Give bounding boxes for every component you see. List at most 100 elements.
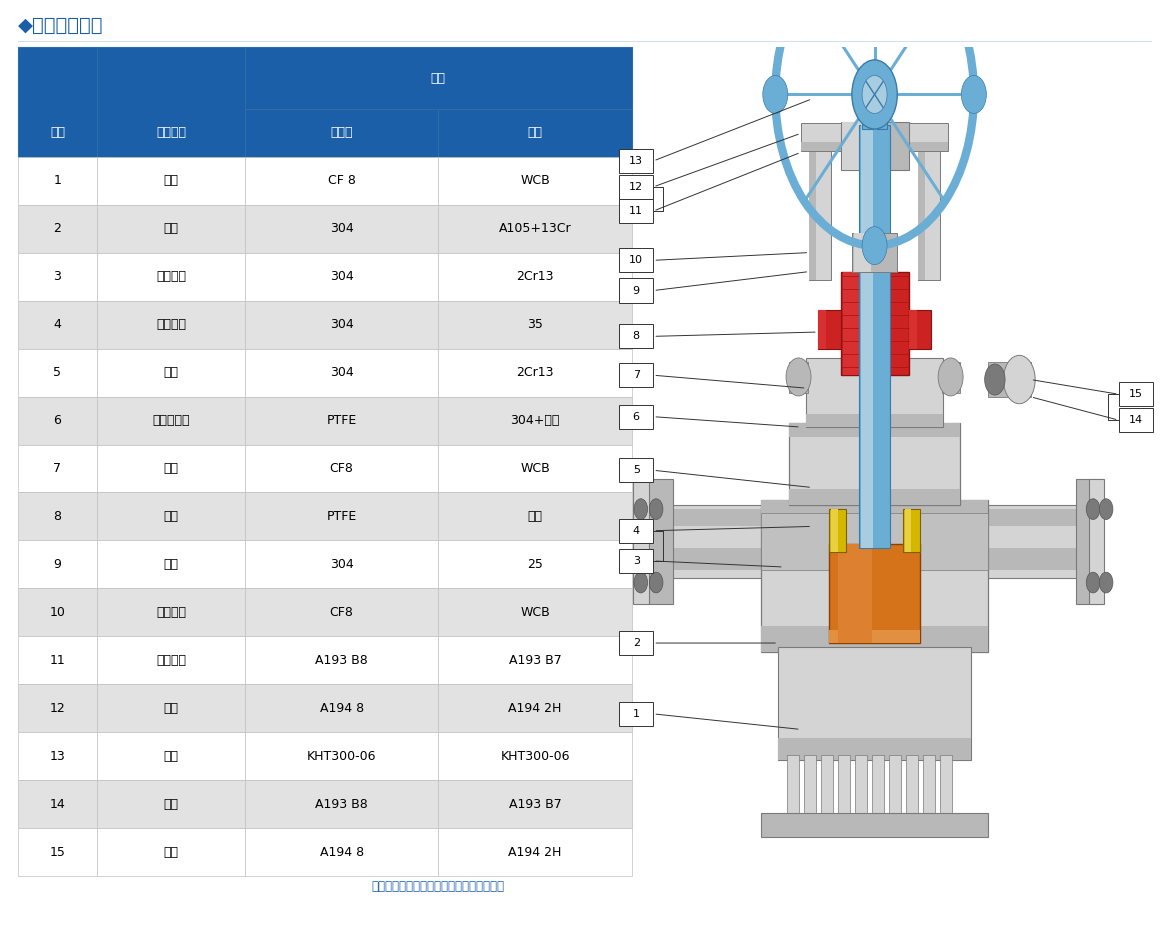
Bar <box>790 362 807 393</box>
Bar <box>838 544 872 643</box>
Bar <box>18 47 97 157</box>
Bar <box>439 732 632 780</box>
Text: 止退嵌圈: 止退嵌圈 <box>156 318 186 331</box>
Text: 14: 14 <box>1129 415 1143 425</box>
Bar <box>786 755 799 820</box>
Bar <box>665 509 778 527</box>
Bar <box>619 458 653 483</box>
Bar <box>619 279 653 302</box>
Bar <box>665 548 778 570</box>
Bar <box>439 300 632 348</box>
Text: 304: 304 <box>330 318 353 331</box>
Bar <box>909 311 917 349</box>
Bar <box>842 122 865 170</box>
Text: WCB: WCB <box>521 606 550 619</box>
Text: 7: 7 <box>54 462 62 475</box>
Bar <box>97 732 245 780</box>
Text: 9: 9 <box>633 285 640 296</box>
Text: 螺母: 螺母 <box>164 846 179 859</box>
Bar <box>619 199 653 223</box>
Text: 零件名称: 零件名称 <box>156 127 186 139</box>
Bar <box>18 348 97 396</box>
Circle shape <box>649 572 663 593</box>
Text: 1: 1 <box>633 709 640 719</box>
Text: KHT300-06: KHT300-06 <box>501 750 570 762</box>
Text: 活节螺栓: 活节螺栓 <box>156 654 186 667</box>
Text: 304: 304 <box>330 270 353 283</box>
Bar <box>806 358 943 427</box>
Bar <box>762 813 987 838</box>
Bar <box>18 492 97 541</box>
Bar <box>830 509 846 552</box>
Bar <box>245 492 439 541</box>
Text: 8: 8 <box>54 510 62 523</box>
Bar <box>245 828 439 876</box>
Text: A194 8: A194 8 <box>319 846 364 859</box>
Bar <box>18 253 97 300</box>
Text: 304: 304 <box>330 223 353 235</box>
Bar <box>665 505 778 578</box>
Bar <box>903 509 920 552</box>
Text: 阀瓣: 阀瓣 <box>164 223 179 235</box>
Text: 5: 5 <box>633 465 640 475</box>
Bar <box>971 509 1096 527</box>
Bar <box>18 828 97 876</box>
Text: 11: 11 <box>49 654 66 667</box>
Bar <box>97 205 245 253</box>
Text: PTFE: PTFE <box>326 510 357 523</box>
Text: 4: 4 <box>54 318 61 331</box>
Bar <box>818 311 826 349</box>
Bar <box>18 205 97 253</box>
Bar <box>762 500 987 652</box>
Text: 2Cr13: 2Cr13 <box>516 270 553 283</box>
Bar <box>245 541 439 589</box>
Text: WCB: WCB <box>521 174 550 187</box>
Text: 2: 2 <box>54 223 61 235</box>
Bar <box>18 589 97 637</box>
Bar <box>800 142 949 150</box>
Text: 螺母: 螺母 <box>164 701 179 715</box>
Circle shape <box>634 572 648 593</box>
Bar <box>18 541 97 589</box>
Bar <box>439 205 632 253</box>
Bar <box>942 362 959 393</box>
Text: 销轴: 销轴 <box>164 558 179 571</box>
Text: 5: 5 <box>54 366 62 379</box>
Bar <box>619 631 653 655</box>
Bar <box>844 271 866 376</box>
Bar <box>245 732 439 780</box>
Text: 2: 2 <box>633 638 640 648</box>
Bar <box>909 311 931 349</box>
Text: 阀盖: 阀盖 <box>164 462 179 475</box>
Bar <box>778 647 971 760</box>
Bar <box>810 142 817 280</box>
Circle shape <box>852 60 897 129</box>
Bar <box>439 444 632 492</box>
Bar <box>97 637 245 685</box>
Bar <box>762 500 987 531</box>
Bar <box>97 828 245 876</box>
Bar <box>18 300 97 348</box>
Circle shape <box>862 226 887 265</box>
Text: 304+石墨: 304+石墨 <box>510 414 559 427</box>
Text: 1: 1 <box>54 174 61 187</box>
Circle shape <box>1086 499 1100 519</box>
Text: 13: 13 <box>629 156 644 166</box>
Text: 15: 15 <box>49 846 66 859</box>
Text: 手轮: 手轮 <box>164 750 179 762</box>
Bar <box>648 479 673 604</box>
Bar <box>439 253 632 300</box>
Circle shape <box>862 75 887 114</box>
Circle shape <box>985 364 1005 395</box>
Text: A193 B7: A193 B7 <box>509 798 562 810</box>
Bar <box>810 142 831 280</box>
Circle shape <box>634 499 648 519</box>
Bar <box>97 300 245 348</box>
Bar <box>906 755 918 820</box>
Text: 螺栓: 螺栓 <box>164 798 179 810</box>
Bar <box>619 248 653 272</box>
Circle shape <box>763 75 787 114</box>
Circle shape <box>1100 572 1113 593</box>
Text: PTFE: PTFE <box>326 414 357 427</box>
Text: 14: 14 <box>49 798 66 810</box>
